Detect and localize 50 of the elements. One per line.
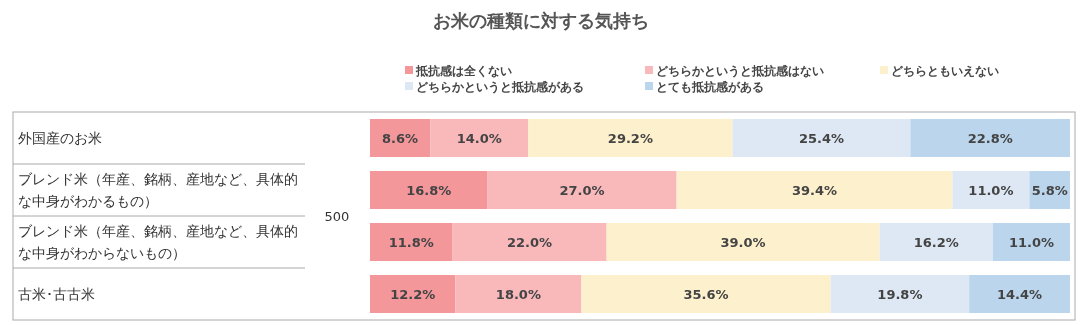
data-label: 35.6% bbox=[683, 287, 729, 302]
data-label: 22.8% bbox=[967, 131, 1013, 146]
data-label: 14.4% bbox=[997, 287, 1043, 302]
bar bbox=[455, 275, 582, 313]
data-label: 19.8% bbox=[877, 287, 923, 302]
legend-label: どちらともいえない bbox=[891, 64, 999, 78]
data-label: 11.0% bbox=[968, 183, 1014, 198]
y-tick-label: 古米･古古米 bbox=[18, 286, 95, 302]
bar bbox=[487, 171, 677, 209]
bar bbox=[830, 275, 970, 313]
bar bbox=[370, 275, 456, 313]
bar bbox=[370, 119, 431, 157]
data-label: 29.2% bbox=[607, 131, 653, 146]
bar bbox=[969, 275, 1070, 313]
bar bbox=[676, 171, 953, 209]
bar bbox=[606, 223, 880, 261]
data-label: 16.2% bbox=[913, 235, 959, 250]
y-tick-label: ブレンド米（年産、銘柄、産地など、具体的な中身がわかるもの） bbox=[18, 171, 298, 209]
data-label: 22.0% bbox=[507, 235, 553, 250]
bar bbox=[370, 171, 488, 209]
data-label: 14.0% bbox=[456, 131, 502, 146]
bar bbox=[952, 171, 1030, 209]
data-label: 8.6% bbox=[382, 131, 419, 146]
data-label: 18.0% bbox=[495, 287, 541, 302]
data-label: 25.4% bbox=[798, 131, 845, 146]
bar bbox=[370, 223, 453, 261]
data-label: 39.0% bbox=[720, 235, 766, 250]
data-label: 27.0% bbox=[559, 183, 605, 198]
bar bbox=[732, 119, 911, 157]
bar bbox=[993, 223, 1070, 261]
chart-title: お米の種類に対する気持ち bbox=[433, 10, 649, 31]
bar bbox=[879, 223, 993, 261]
bar bbox=[528, 119, 733, 157]
data-label: 16.8% bbox=[406, 183, 452, 198]
data-label: 11.0% bbox=[1008, 235, 1055, 250]
bar bbox=[910, 119, 1070, 157]
text: 500 bbox=[324, 209, 350, 224]
legend-label: 抵抗感は全くない bbox=[415, 64, 512, 78]
legend-label: どちらかというと抵抗感がある bbox=[416, 80, 584, 94]
bar bbox=[430, 119, 529, 157]
data-label: 5.8% bbox=[1031, 183, 1068, 198]
data-label: 12.2% bbox=[390, 287, 436, 302]
bar bbox=[452, 223, 607, 261]
y-tick-label: 外国産のお米 bbox=[18, 130, 102, 146]
bar bbox=[581, 275, 831, 313]
y-tick-label: ブレンド米（年産、銘柄、産地など、具体的な中身がわからないもの） bbox=[18, 223, 298, 261]
legend-label: どちらかというと抵抗感はない bbox=[656, 64, 824, 78]
data-label: 39.4% bbox=[791, 183, 838, 198]
data-label: 11.8% bbox=[388, 235, 434, 250]
legend-label: とても抵抗感がある bbox=[656, 80, 764, 94]
